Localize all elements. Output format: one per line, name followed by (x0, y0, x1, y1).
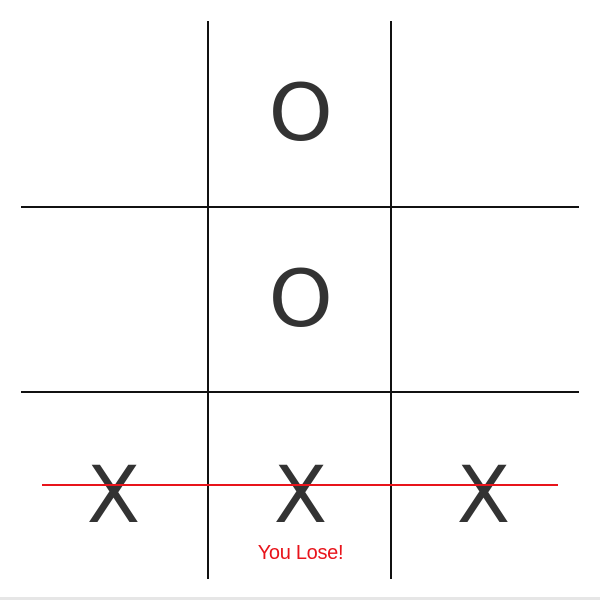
grid-line-vertical-2 (390, 21, 392, 579)
board-cell-7[interactable]: X (208, 392, 393, 577)
x-mark: X (86, 450, 141, 541)
grid-line-vertical-1 (207, 21, 209, 579)
board-cell-2[interactable] (391, 21, 576, 206)
x-mark: X (456, 450, 511, 541)
board-cell-8[interactable]: X (391, 392, 576, 577)
board-cell-5[interactable] (391, 207, 576, 392)
board-cell-6[interactable]: X (21, 392, 206, 577)
winning-strike-line (42, 484, 558, 486)
grid-line-horizontal-2 (21, 391, 579, 393)
board-cell-3[interactable] (21, 207, 206, 392)
game-result-text: You Lose! (257, 542, 344, 564)
x-mark: X (273, 450, 328, 541)
bottom-divider (0, 597, 600, 600)
board-cell-0[interactable] (21, 21, 206, 206)
grid-line-horizontal-1 (21, 206, 579, 208)
o-mark: O (268, 254, 333, 345)
board-cell-4[interactable]: O (208, 207, 393, 392)
board-cell-1[interactable]: O (208, 21, 393, 206)
o-mark: O (268, 68, 333, 159)
